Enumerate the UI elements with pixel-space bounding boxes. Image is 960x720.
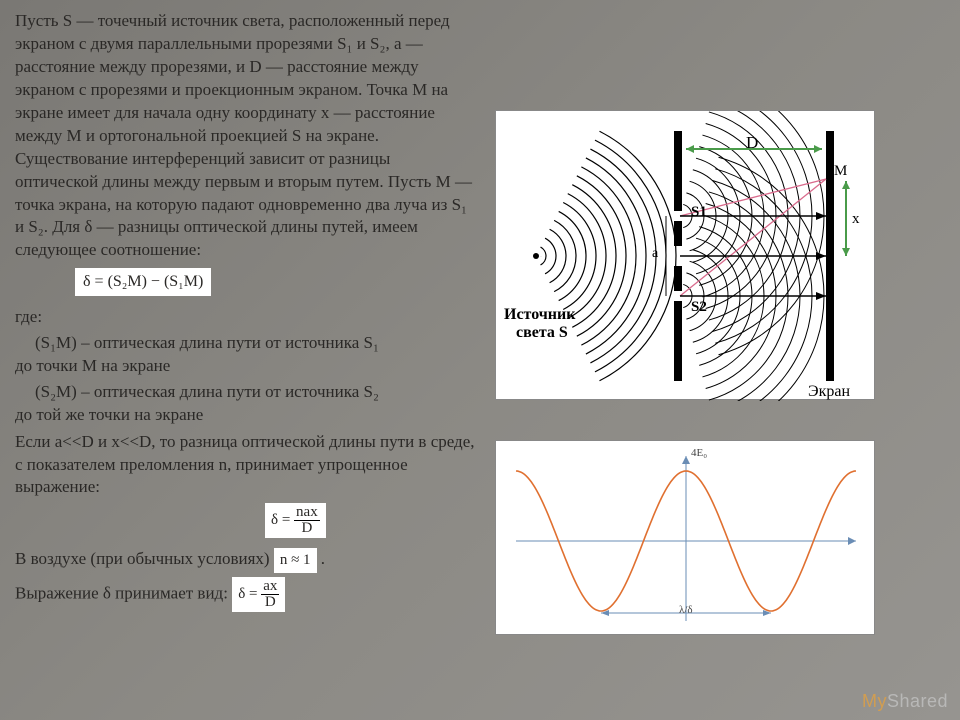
definition-s2m-b: до той же точки на экране — [15, 404, 475, 427]
formula-final: δ = axD — [232, 577, 285, 612]
label-a: a — [652, 246, 658, 262]
double-slit-diagram: D M S1 S2 x a Источник света S Экран — [495, 110, 875, 400]
label-S2: S2 — [691, 299, 707, 316]
label-lambda-delta: λ/δ — [679, 604, 693, 616]
formula-simplified: δ = naxD — [265, 503, 326, 538]
label-4E0: 4E₀ — [691, 447, 707, 459]
paragraph-3: В воздухе (при обычных условиях) n ≈ 1 . — [15, 548, 475, 572]
n-approx: n ≈ 1 — [274, 548, 317, 572]
definition-s1m-b: до точки M на экране — [15, 355, 475, 378]
where-label: где: — [15, 306, 475, 329]
label-source-2: света S — [516, 324, 568, 342]
label-S1: S1 — [691, 204, 707, 221]
intensity-wave-diagram: 4E₀ λ/δ — [495, 440, 875, 635]
definition-s1m-a: (S₁M) – оптическая длина пути от источни… — [35, 332, 475, 355]
label-x: x — [852, 211, 860, 228]
paragraph-2: Если a<<D и x<<D, то разница оптической … — [15, 431, 475, 500]
main-paragraph: Пусть S — точечный источник света, распо… — [15, 10, 475, 262]
label-source-1: Источник — [504, 306, 575, 324]
label-screen: Экран — [808, 383, 850, 401]
watermark: MyShared — [862, 691, 948, 712]
label-M: M — [834, 163, 847, 180]
paragraph-4: Выражение δ принимает вид: δ = axD — [15, 577, 475, 612]
label-D: D — [746, 133, 758, 153]
formula-delta: δ = (S₂M) − (S₁M) — [75, 268, 211, 296]
definition-s2m-a: (S₂M) – оптическая длина пути от источни… — [35, 381, 475, 404]
